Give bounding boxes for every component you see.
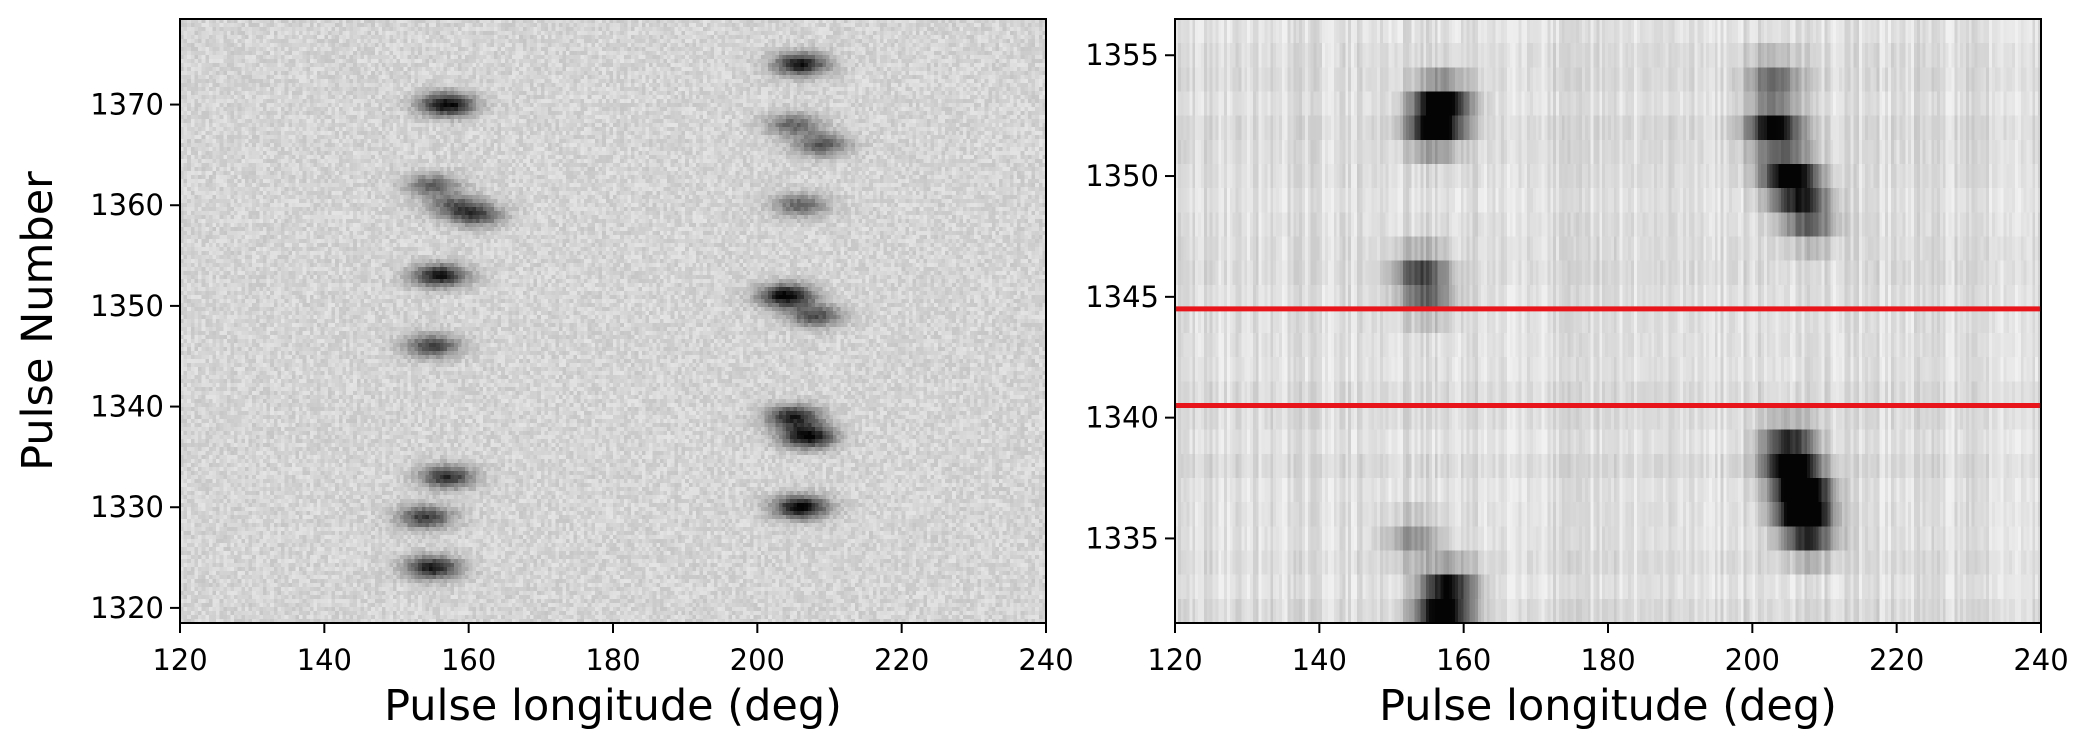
x-tick-label: 200 (730, 643, 785, 677)
y-tick-label: 1320 (90, 591, 164, 625)
y-tick-label: 1340 (1085, 401, 1159, 435)
heatmap-left (180, 19, 1046, 623)
y-tick-label: 1335 (1085, 521, 1159, 555)
x-tick-label: 200 (1725, 643, 1780, 677)
axes-right: 120 140 160 180 200 220 240 1335 1340 1345 1350 135… (1085, 38, 2068, 677)
y-tick-label: 1350 (1085, 159, 1159, 193)
y-tick-label: 1340 (90, 390, 164, 424)
chart-left: 120 140 160 180 200 220 240 1320 1330 1340 1350 136… (13, 18, 1074, 731)
y-axis-label-left: Pulse Number (13, 171, 63, 471)
y-tick-label: 1350 (90, 289, 164, 323)
red-lines-right (1175, 306, 2041, 409)
heatmap-image (180, 19, 1046, 623)
axes-left: 120 140 160 180 200 220 240 1320 1330 1340 1350 136… (90, 88, 1073, 677)
heatmap-image (1175, 19, 2041, 623)
x-axis-label-left: Pulse longitude (deg) (384, 681, 842, 731)
x-tick-label: 180 (1580, 643, 1635, 677)
x-tick-label: 160 (1436, 643, 1491, 677)
x-tick-label: 220 (1869, 643, 1924, 677)
x-axis-label-right: Pulse longitude (deg) (1379, 681, 1837, 731)
y-tick-label: 1355 (1085, 38, 1159, 72)
y-tick-label: 1345 (1085, 280, 1159, 314)
x-tick-label: 120 (152, 643, 207, 677)
y-tick-label: 1360 (90, 188, 164, 222)
y-tick-label: 1330 (90, 490, 164, 524)
x-tick-label: 140 (297, 643, 352, 677)
heatmap-right (1175, 19, 2041, 623)
x-tick-label: 240 (1018, 643, 1073, 677)
chart-right: 120 140 160 180 200 220 240 1335 1340 1345 1350 135… (1085, 18, 2069, 731)
y-tick-label: 1370 (90, 88, 164, 122)
x-tick-label: 120 (1147, 643, 1202, 677)
x-tick-label: 140 (1292, 643, 1347, 677)
x-tick-label: 160 (441, 643, 496, 677)
x-tick-label: 240 (2013, 643, 2068, 677)
x-tick-label: 220 (874, 643, 929, 677)
x-tick-label: 180 (585, 643, 640, 677)
